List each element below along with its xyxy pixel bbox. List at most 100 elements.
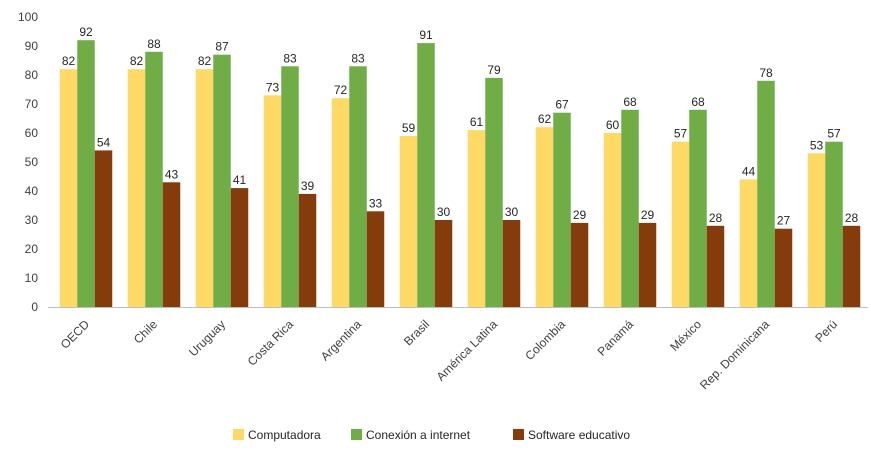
bar: [331, 98, 350, 307]
bar: [502, 220, 521, 307]
data-label: 82: [62, 54, 76, 68]
y-tick-label: 50: [25, 155, 39, 169]
bar: [638, 222, 657, 307]
bar: [807, 153, 826, 307]
data-label: 54: [97, 135, 111, 149]
data-label: 67: [555, 98, 569, 112]
bar: [621, 109, 639, 307]
data-label: 78: [759, 66, 773, 80]
y-tick-label: 40: [25, 184, 39, 198]
data-label: 72: [334, 83, 348, 97]
y-tick-label: 60: [25, 126, 39, 140]
bars-group: [59, 40, 861, 308]
y-tick-label: 10: [25, 271, 39, 285]
bar: [195, 69, 214, 307]
y-tick-label: 70: [25, 97, 39, 111]
x-tick-label: Uruguay: [186, 317, 228, 359]
data-label: 91: [419, 28, 433, 42]
bar: [553, 112, 571, 307]
data-label: 33: [369, 196, 383, 210]
bar: [706, 225, 725, 307]
bar: [162, 182, 181, 307]
bar: [298, 193, 317, 307]
legend-label: Conexión a internet: [366, 428, 471, 442]
bar: [689, 109, 707, 307]
bar: [434, 220, 453, 307]
x-tick-label: Brasil: [401, 317, 432, 348]
bar: [263, 95, 282, 307]
legend-label: Software educativo: [528, 428, 630, 442]
legend-swatch: [233, 429, 244, 440]
bar: [774, 228, 793, 307]
bar: [825, 141, 843, 307]
legend-swatch: [513, 429, 524, 440]
data-label: 43: [165, 167, 179, 181]
bar: [467, 130, 486, 307]
bar: [94, 150, 113, 307]
x-tick-label: América Latina: [434, 317, 501, 384]
data-label: 68: [623, 95, 637, 109]
data-label: 68: [691, 95, 705, 109]
data-label: 61: [470, 115, 484, 129]
data-label: 41: [233, 173, 247, 187]
y-tick-label: 0: [31, 300, 38, 314]
x-tick-label: Argentina: [318, 317, 364, 363]
data-label: 28: [709, 211, 723, 225]
bar: [366, 211, 385, 307]
x-tick-label: Colombia: [522, 317, 568, 363]
bar: [59, 69, 78, 307]
bar: [671, 141, 690, 307]
data-label: 87: [215, 40, 229, 54]
data-label: 27: [777, 214, 791, 228]
y-tick-label: 90: [25, 39, 39, 53]
bar: [603, 133, 622, 307]
x-tick-label: Rep. Dominicana: [697, 317, 772, 392]
data-label: 82: [198, 54, 212, 68]
bar: [77, 40, 95, 307]
y-tick-label: 100: [18, 10, 38, 24]
bar: [570, 222, 589, 307]
data-label: 57: [827, 127, 841, 141]
y-tick-label: 30: [25, 213, 39, 227]
data-label: 79: [487, 63, 501, 77]
x-tick-label: Costa Rica: [245, 317, 297, 369]
x-tick-label: Chile: [131, 317, 160, 346]
data-label: 83: [283, 51, 297, 65]
bar: [417, 43, 435, 307]
data-label: 88: [147, 37, 161, 51]
x-axis: OECD Chile Uruguay Costa Rica Argentina Brasi…: [58, 317, 840, 392]
bar: [485, 77, 503, 308]
bar: [281, 66, 299, 307]
bar: [145, 51, 163, 307]
data-label: 82: [130, 54, 144, 68]
bar: [757, 80, 775, 307]
legend-label: Computadora: [248, 428, 321, 442]
data-label: 29: [573, 208, 587, 222]
data-label: 92: [79, 25, 93, 39]
legend: Computadora Conexión a internet Software e…: [233, 428, 630, 442]
data-label: 73: [266, 80, 280, 94]
bar: [127, 69, 146, 307]
data-label: 44: [742, 164, 756, 178]
y-tick-label: 80: [25, 68, 39, 82]
data-label: 57: [674, 127, 688, 141]
data-label: 60: [606, 118, 620, 132]
bar: [399, 135, 418, 307]
x-tick-label: México: [667, 317, 704, 354]
y-axis: 0 10 20 30 40 50 60 70 80 90 100: [18, 10, 38, 314]
legend-swatch: [351, 429, 362, 440]
data-label: 30: [437, 205, 451, 219]
bar: [842, 225, 861, 307]
x-tick-label: Perú: [812, 317, 840, 345]
x-tick-label: Panamá: [595, 317, 637, 359]
data-labels-group: 8292548288438287417383397283335991306179…: [62, 25, 859, 228]
y-tick-label: 20: [25, 242, 39, 256]
x-tick-label: OECD: [58, 317, 93, 352]
data-label: 83: [351, 51, 365, 65]
data-label: 29: [641, 208, 655, 222]
bar: [739, 179, 758, 307]
data-label: 30: [505, 205, 519, 219]
data-label: 62: [538, 112, 552, 126]
